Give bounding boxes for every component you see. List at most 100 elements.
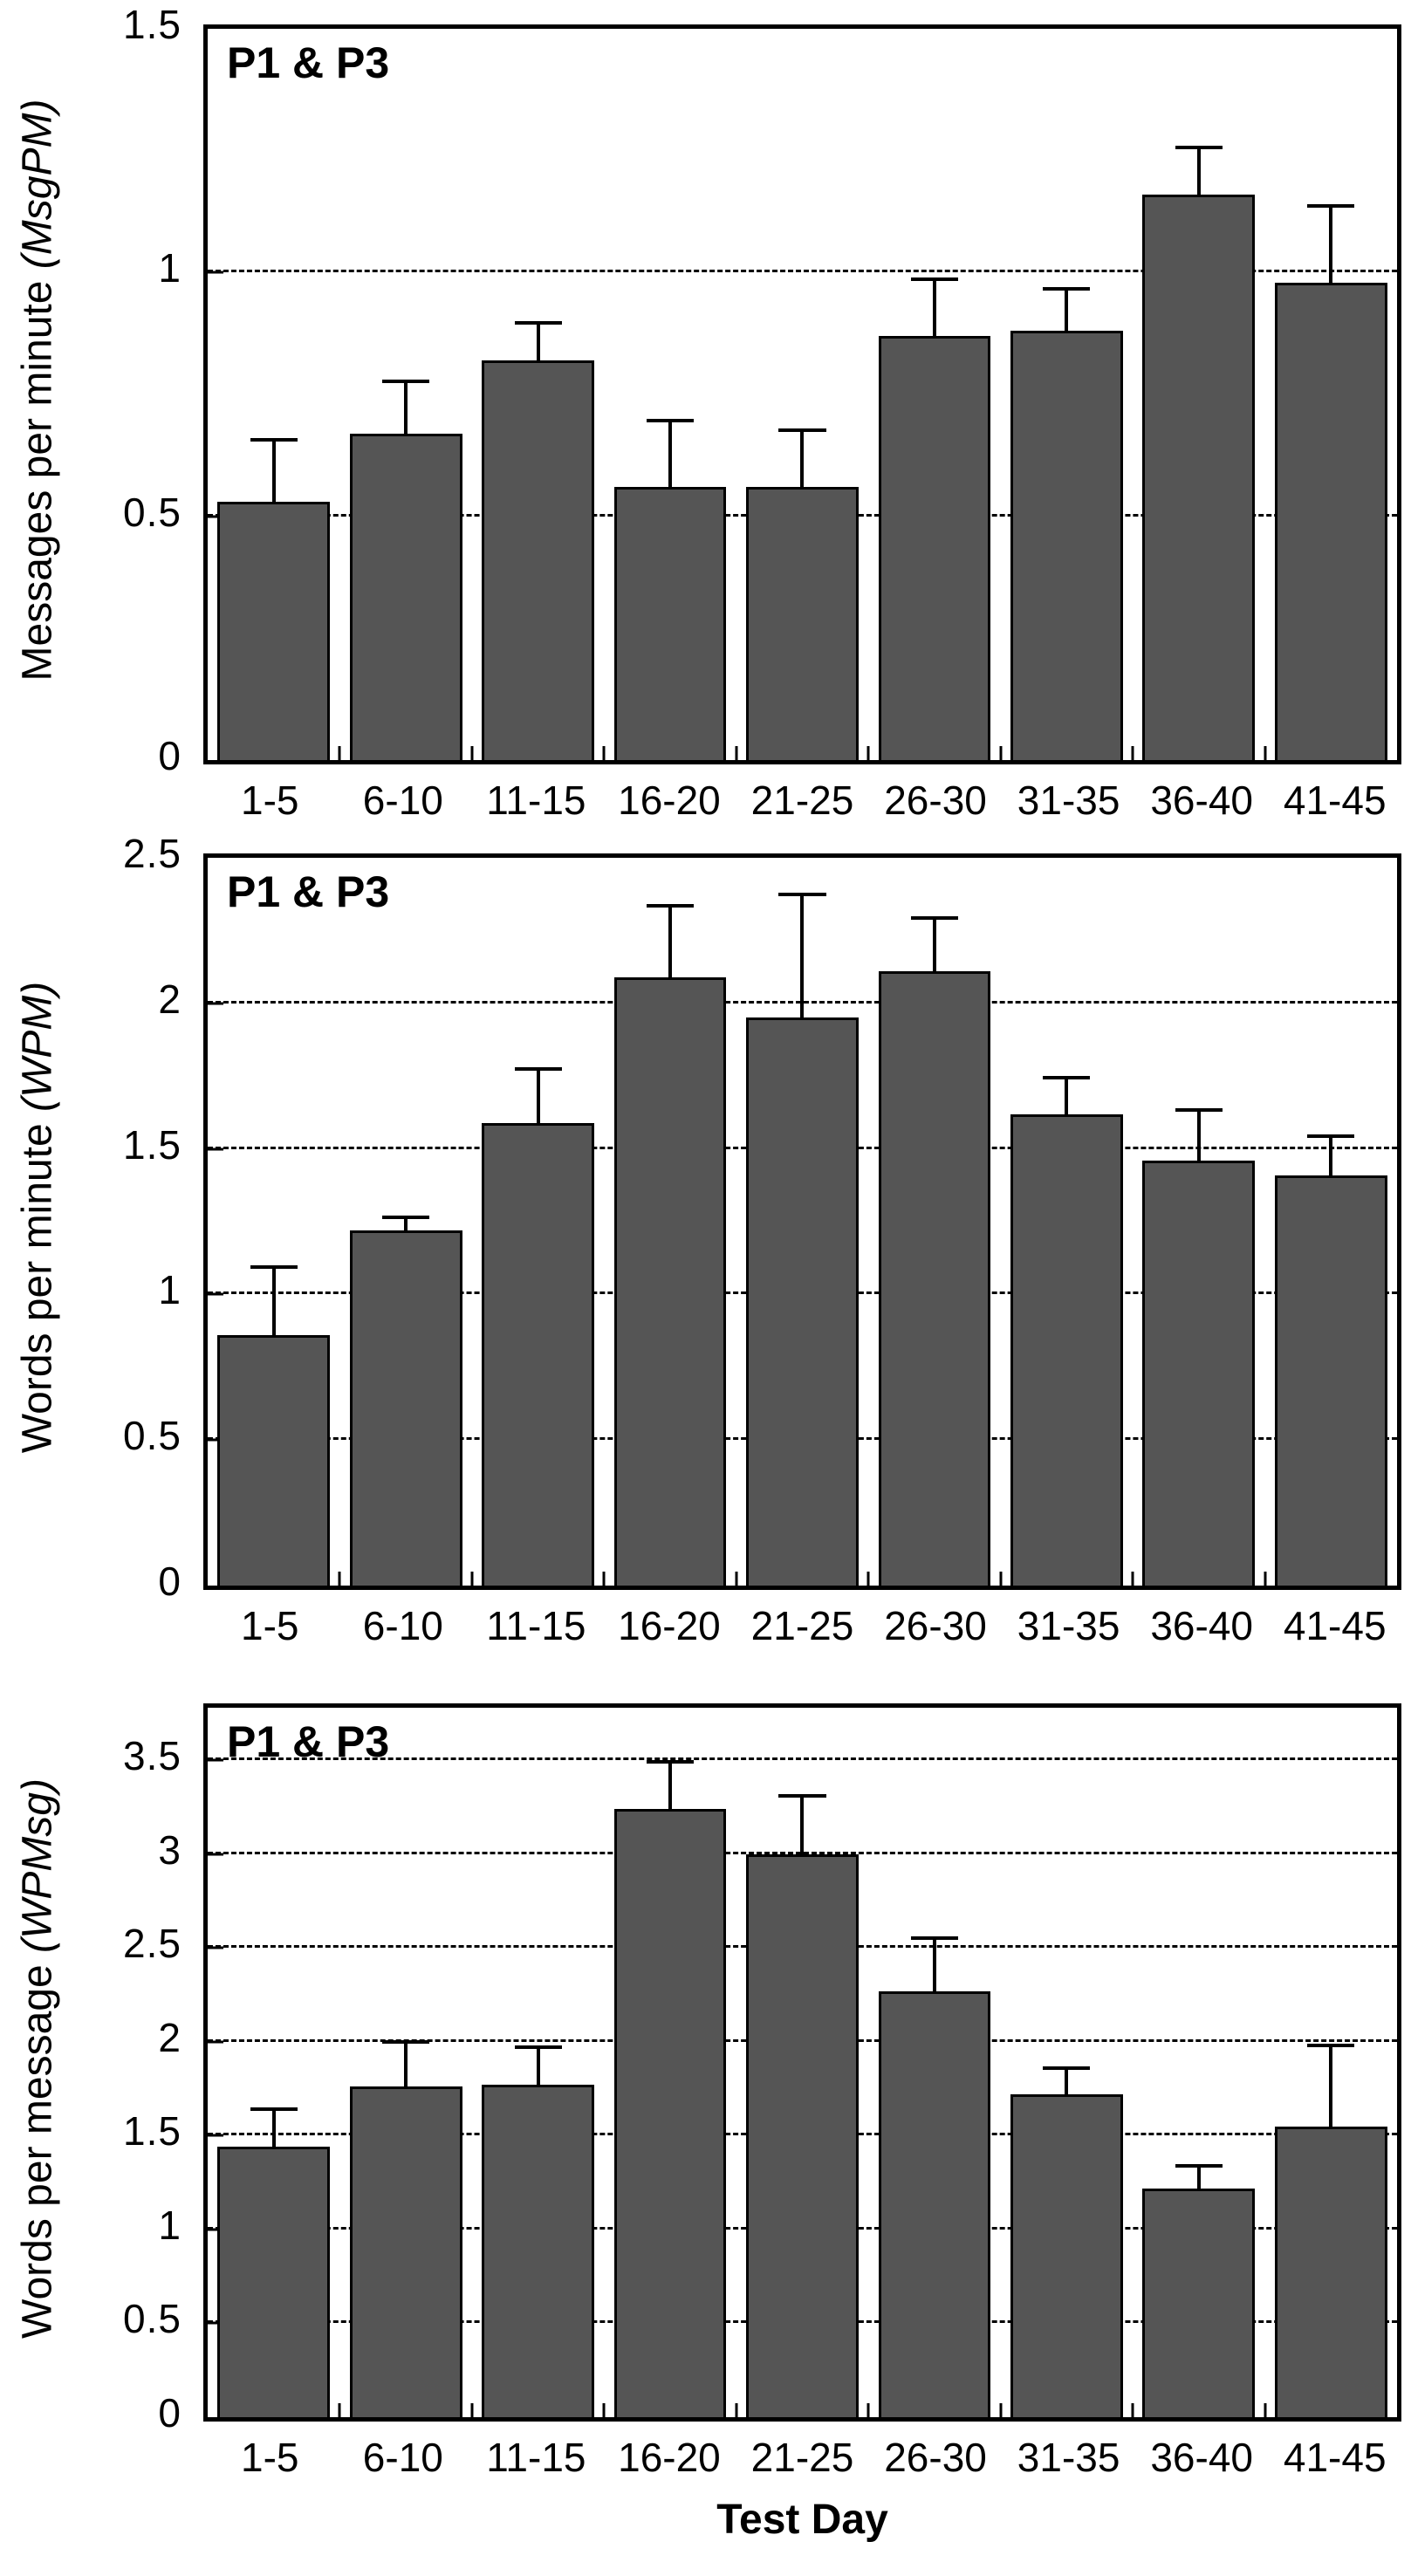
error-bar-21-25 xyxy=(778,428,826,488)
x-axis-boundary-tick xyxy=(1264,2403,1267,2417)
error-bar-stem xyxy=(536,2045,540,2086)
error-bar-11-15 xyxy=(514,1067,562,1123)
error-bar-stem xyxy=(271,1265,276,1336)
error-bar-cap xyxy=(250,2107,298,2112)
bar-41-45 xyxy=(1274,282,1387,760)
y-axis-tick-label: 2 xyxy=(158,2014,182,2060)
error-bar-31-35 xyxy=(1043,287,1091,332)
error-bar-stem xyxy=(668,418,673,488)
error-bar-21-25 xyxy=(778,893,826,1018)
x-axis-boundary-tick xyxy=(1131,746,1134,760)
bar-26-30 xyxy=(878,1990,991,2417)
plot-area-wpmsg: P1 & P3 xyxy=(203,1703,1401,2422)
y-axis-tick-label: 0 xyxy=(158,1559,182,1604)
x-axis-tick-label: 1-5 xyxy=(241,1603,299,1648)
gridline xyxy=(208,270,1397,273)
error-bar-stem xyxy=(1065,287,1069,332)
error-bar-1-5 xyxy=(250,438,298,502)
x-axis-boundary-tick xyxy=(338,746,341,760)
bar-31-35 xyxy=(1010,2094,1123,2417)
x-axis-tick-label: 36-40 xyxy=(1150,1603,1253,1648)
error-bar-cap xyxy=(910,1936,958,1941)
y-axis-tick-label: 1.5 xyxy=(123,1121,182,1168)
error-bar-cap xyxy=(1175,1107,1223,1112)
y-axis-tick xyxy=(208,1758,223,1762)
bar-36-40 xyxy=(1142,194,1256,760)
y-axis-tick-label: 0.5 xyxy=(123,2296,182,2342)
error-bar-36-40 xyxy=(1175,2163,1223,2189)
bar-21-25 xyxy=(746,1017,859,1586)
bar-31-35 xyxy=(1010,331,1123,760)
x-axis-tick-label: 1-5 xyxy=(241,2435,299,2480)
bar-41-45 xyxy=(1274,1175,1387,1586)
error-bar-stem xyxy=(800,893,805,1018)
error-bar-cap xyxy=(1043,2066,1091,2070)
error-bar-cap xyxy=(382,380,430,384)
y-axis-tick-label: 3.5 xyxy=(123,1733,182,1779)
bar-6-10 xyxy=(349,1230,462,1586)
x-axis-tick-label: 1-5 xyxy=(241,778,299,823)
y-axis-tick-label: 1.5 xyxy=(123,2,182,47)
y-axis-tick-label: 1 xyxy=(158,1267,182,1313)
bar-26-30 xyxy=(878,971,991,1586)
bar-16-20 xyxy=(613,1809,727,2417)
y-axis-tick-label: 2.5 xyxy=(123,1921,182,1967)
bar-11-15 xyxy=(482,1122,594,1586)
error-bar-stem xyxy=(536,321,540,360)
error-bar-stem xyxy=(1329,204,1333,283)
error-bar-41-45 xyxy=(1307,2044,1355,2127)
error-bar-16-20 xyxy=(647,418,695,488)
bar-16-20 xyxy=(613,976,727,1586)
y-axis-tick xyxy=(208,515,223,518)
plot-area-wpm: P1 & P3 xyxy=(203,853,1401,1590)
error-bar-stem xyxy=(668,1760,673,1810)
y-axis-tick-label: 0.5 xyxy=(123,1413,182,1459)
x-axis-boundary-tick xyxy=(735,1572,738,1586)
error-bar-cap xyxy=(514,2045,562,2050)
error-bar-cap xyxy=(382,2039,430,2044)
bar-21-25 xyxy=(746,1853,859,2417)
bar-16-20 xyxy=(613,487,727,760)
bar-26-30 xyxy=(878,335,991,760)
error-bar-cap xyxy=(1307,2044,1355,2048)
x-axis-tick-label: 16-20 xyxy=(618,2435,721,2480)
bar-6-10 xyxy=(349,433,462,760)
x-axis-tick-label: 6-10 xyxy=(362,2435,443,2480)
x-axis-tick-label: 6-10 xyxy=(362,1603,443,1648)
error-bar-6-10 xyxy=(382,1216,430,1231)
error-bar-6-10 xyxy=(382,2039,430,2087)
error-bar-cap xyxy=(778,428,826,433)
error-bar-26-30 xyxy=(910,915,958,972)
y-axis-tick-label: 0.5 xyxy=(123,489,182,535)
bar-1-5 xyxy=(217,1335,331,1586)
y-axis-tick-label: 3 xyxy=(158,1826,182,1873)
error-bar-cap xyxy=(250,1265,298,1270)
error-bar-stem xyxy=(932,277,936,336)
y-axis-tick xyxy=(208,2040,223,2044)
error-bar-cap xyxy=(382,1216,430,1220)
error-bar-cap xyxy=(1175,2163,1223,2168)
error-bar-16-20 xyxy=(647,1760,695,1810)
y-axis-tick-label: 2 xyxy=(158,976,182,1022)
x-axis-tick-label: 16-20 xyxy=(618,778,721,823)
panel-label: P1 & P3 xyxy=(227,38,390,87)
error-bar-cap xyxy=(910,915,958,920)
x-axis-boundary-tick xyxy=(999,1572,1003,1586)
error-bar-stem xyxy=(271,438,276,502)
error-bar-cap xyxy=(1307,1134,1355,1138)
error-bar-cap xyxy=(250,438,298,442)
y-axis-tick xyxy=(208,1002,223,1005)
x-axis-boundary-tick xyxy=(735,2403,738,2417)
bar-36-40 xyxy=(1142,1160,1256,1586)
x-axis-tick-label: 31-35 xyxy=(1017,1603,1120,1648)
x-axis-boundary-tick xyxy=(735,746,738,760)
error-bar-1-5 xyxy=(250,2107,298,2148)
error-bar-cap xyxy=(647,1760,695,1764)
x-axis-tick-label: 41-45 xyxy=(1283,2435,1387,2480)
error-bar-stem xyxy=(932,915,936,972)
error-bar-cap xyxy=(1043,1076,1091,1080)
y-axis-tick xyxy=(208,1853,223,1856)
x-axis-tick-label: 31-35 xyxy=(1017,778,1120,823)
bar-36-40 xyxy=(1142,2188,1256,2417)
